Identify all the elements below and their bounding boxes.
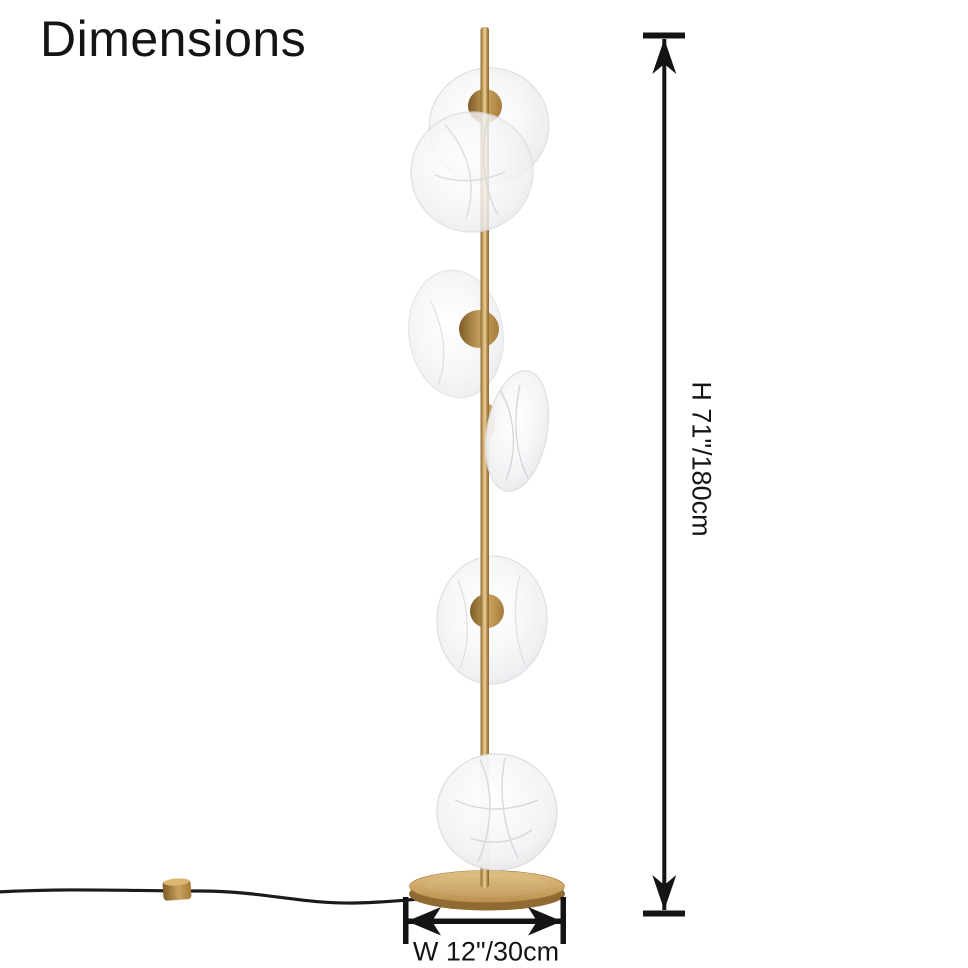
glass-petal-bottom bbox=[436, 753, 558, 871]
lamp-pole bbox=[480, 27, 489, 888]
height-dimension-arrow bbox=[643, 32, 685, 917]
foot-switch bbox=[162, 878, 192, 901]
height-dimension-label: H 71"/180cm bbox=[686, 381, 717, 537]
glass-petal-middle-right bbox=[485, 370, 549, 492]
width-dimension-label: W 12"/30cm bbox=[412, 936, 560, 967]
power-cord bbox=[0, 888, 451, 905]
width-dimension-arrow bbox=[403, 897, 566, 944]
page-title: Dimensions bbox=[40, 11, 307, 67]
glass-petal-middle-left bbox=[408, 269, 504, 399]
glass-texture bbox=[429, 299, 445, 386]
glass-petal-top-front bbox=[410, 111, 534, 233]
brass-connector-middle bbox=[459, 310, 499, 348]
glass-texture bbox=[457, 574, 526, 669]
